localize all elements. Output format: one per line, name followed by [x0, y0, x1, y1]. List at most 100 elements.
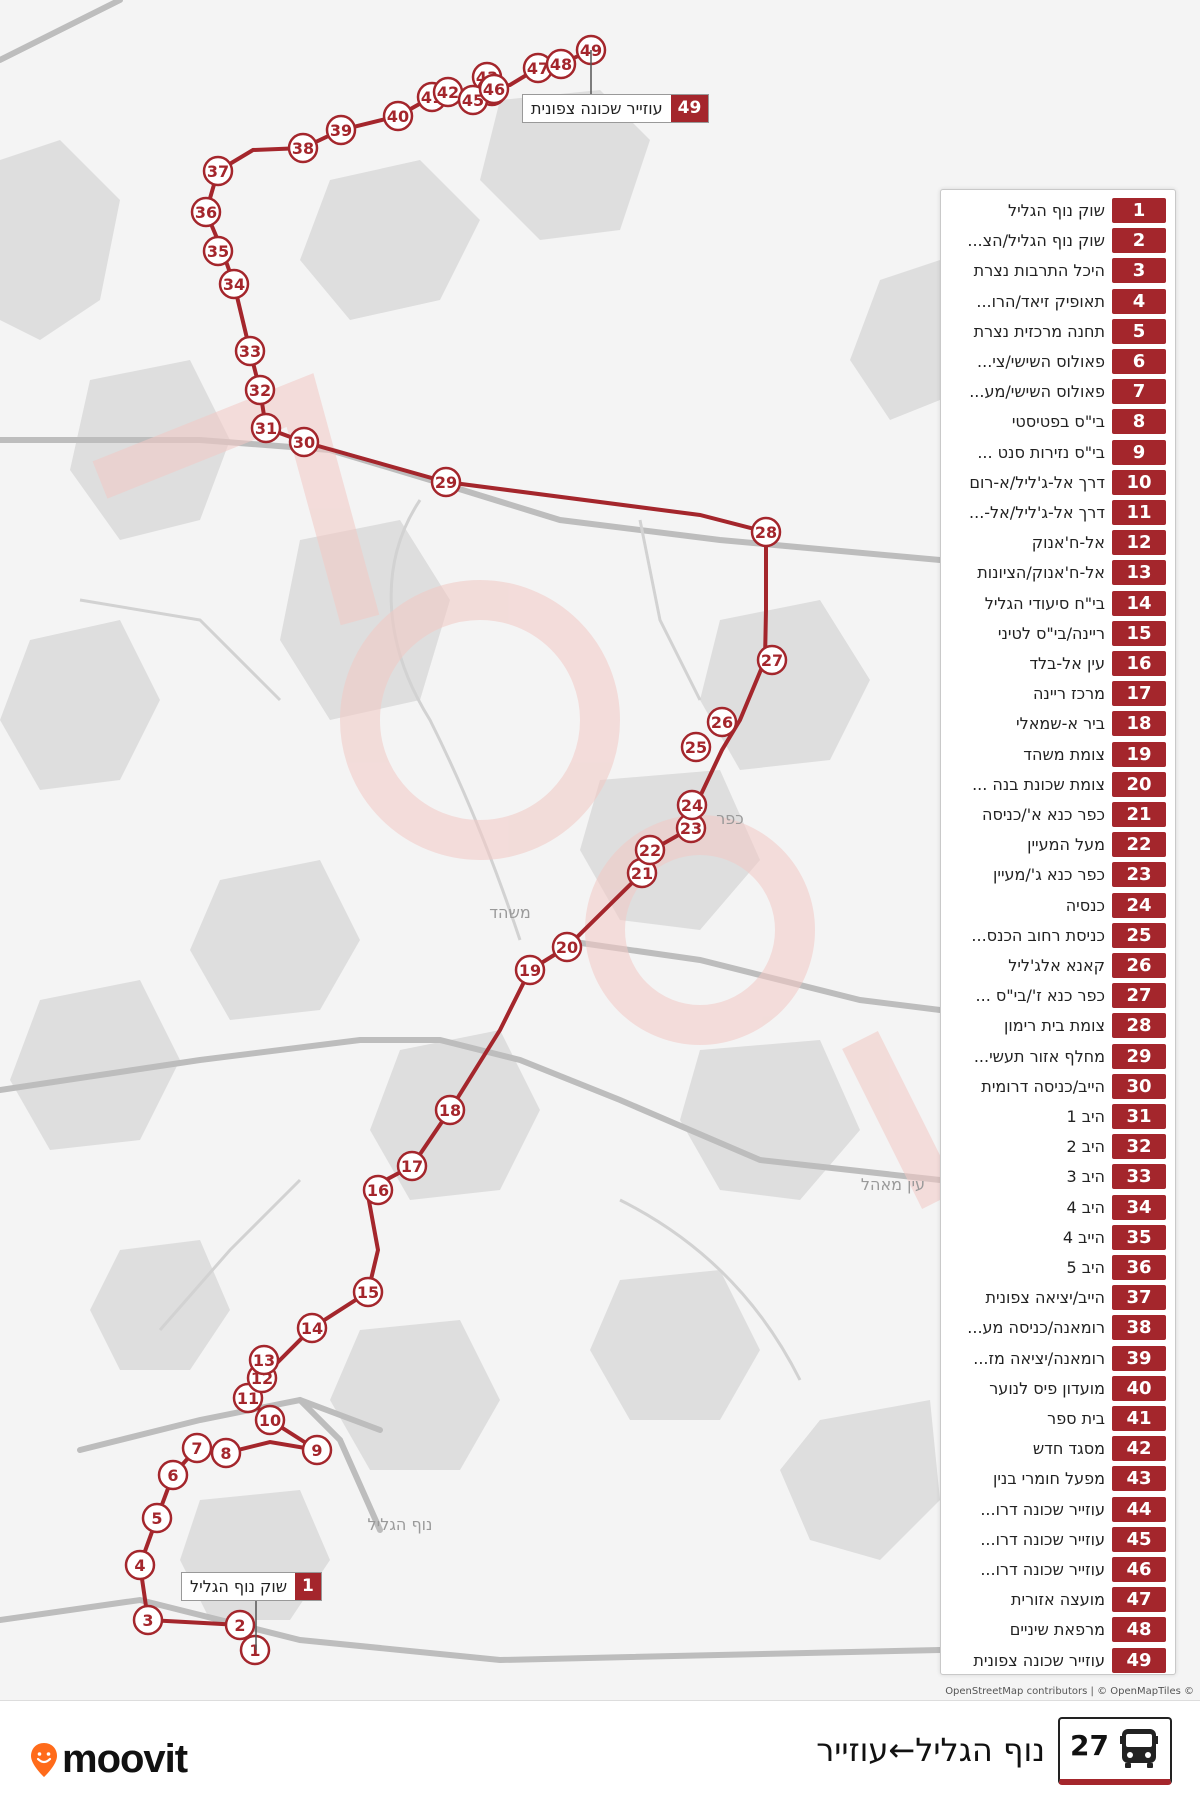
stop-marker[interactable]: 19: [514, 954, 546, 986]
stop-marker[interactable]: 37: [202, 155, 234, 187]
stop-list-item[interactable]: 20 צומת שכונת בנה ...: [941, 769, 1175, 799]
stop-list-item[interactable]: 30 הייב/כניסה דרומית: [941, 1071, 1175, 1101]
callout-stop-1[interactable]: 1 שוק נוף הגליל: [181, 1572, 322, 1601]
stop-list-item[interactable]: 6 פאולוס השישי/צי...: [941, 346, 1175, 376]
stop-list-item[interactable]: 10 דרך אל-ג'ליל/א-רום: [941, 467, 1175, 497]
stop-marker[interactable]: 22: [634, 834, 666, 866]
stop-marker[interactable]: 33: [234, 335, 266, 367]
stop-list-item[interactable]: 8 בי"ס בפטיסטי: [941, 406, 1175, 436]
stop-list-item[interactable]: 14 בי"ח סיעודי הגליל: [941, 588, 1175, 618]
stop-marker[interactable]: 40: [382, 100, 414, 132]
stop-marker[interactable]: 6: [157, 1459, 189, 1491]
stop-list-item[interactable]: 5 תחנה מרכזית נצרת: [941, 316, 1175, 346]
stop-list-item[interactable]: 44 עוזייר שכונה דרו...: [941, 1494, 1175, 1524]
stop-marker[interactable]: 32: [244, 374, 276, 406]
stop-list-item[interactable]: 22 מעל המעיין: [941, 829, 1175, 859]
stop-list-item[interactable]: 41 בית ספר: [941, 1403, 1175, 1433]
stop-list-item[interactable]: 4 תאופיק זיאד/הרו...: [941, 286, 1175, 316]
stop-marker[interactable]: 24: [676, 789, 708, 821]
stop-marker[interactable]: 31: [250, 412, 282, 444]
stop-list-item[interactable]: 35 הייב 4: [941, 1222, 1175, 1252]
stop-marker[interactable]: 28: [750, 516, 782, 548]
stop-marker[interactable]: 47: [522, 52, 554, 84]
stop-marker[interactable]: 26: [706, 706, 738, 738]
stop-marker[interactable]: 20: [551, 931, 583, 963]
stop-marker[interactable]: 14: [296, 1312, 328, 1344]
stop-marker[interactable]: 48: [545, 48, 577, 80]
stop-list-item[interactable]: 1 שוק נוף הגליל: [941, 195, 1175, 225]
stop-list-item[interactable]: 48 מרפאת שיניים: [941, 1614, 1175, 1644]
stop-marker-number: 21: [631, 864, 653, 883]
stop-list-item[interactable]: 32 היב 2: [941, 1131, 1175, 1161]
stop-list-item[interactable]: 31 היב 1: [941, 1101, 1175, 1131]
stop-marker[interactable]: 42: [432, 76, 464, 108]
stop-marker[interactable]: 35: [202, 235, 234, 267]
stop-list-item[interactable]: 47 מועצה אזורית: [941, 1584, 1175, 1614]
stop-list-item[interactable]: 12 אל-ח'אנוק: [941, 527, 1175, 557]
stop-marker[interactable]: 1: [239, 1634, 271, 1666]
stop-marker[interactable]: 27: [756, 644, 788, 676]
stop-marker[interactable]: 17: [396, 1150, 428, 1182]
stop-list-item[interactable]: 49 עוזייר שכונה צפונית: [941, 1645, 1175, 1675]
stop-marker[interactable]: 8: [210, 1437, 242, 1469]
stop-number-badge: 32: [1112, 1134, 1166, 1160]
stop-list-item[interactable]: 7 פאולוס השישי/מע...: [941, 376, 1175, 406]
stop-list-item[interactable]: 25 כניסת רחוב הכנס...: [941, 920, 1175, 950]
stop-marker-number: 20: [556, 938, 578, 957]
stop-list-item[interactable]: 45 עוזייר שכונה דרו...: [941, 1524, 1175, 1554]
stop-list-item[interactable]: 37 הייב/יציאה צפונית: [941, 1282, 1175, 1312]
stop-list-item[interactable]: 33 היב 3: [941, 1161, 1175, 1191]
stop-list[interactable]: 1 שוק נוף הגליל 2 שוק נוף הגליל/הצ... 3 היכל …: [940, 189, 1176, 1675]
stop-list-item[interactable]: 15 ריינה/בי"ס לטיני: [941, 618, 1175, 648]
stop-list-item[interactable]: 36 היב 5: [941, 1252, 1175, 1282]
stop-list-item[interactable]: 19 צומת משהד: [941, 739, 1175, 769]
stop-list-item[interactable]: 2 שוק נוף הגליל/הצ...: [941, 225, 1175, 255]
stop-list-item[interactable]: 24 כנסיה: [941, 890, 1175, 920]
stop-list-item[interactable]: 40 מועדון פיס לנוער: [941, 1373, 1175, 1403]
stop-marker[interactable]: 5: [141, 1502, 173, 1534]
stop-marker[interactable]: 30: [288, 426, 320, 458]
stop-list-item[interactable]: 42 מסגד חדש: [941, 1433, 1175, 1463]
stop-list-item[interactable]: 26 קאנא אלג'ליל: [941, 950, 1175, 980]
stop-marker[interactable]: 4: [124, 1549, 156, 1581]
stop-list-item[interactable]: 46 עוזייר שכונה דרו...: [941, 1554, 1175, 1584]
stop-number-badge: 2: [1112, 228, 1166, 254]
stop-list-item[interactable]: 28 צומת בית רימון: [941, 1010, 1175, 1040]
stop-marker[interactable]: 29: [430, 466, 462, 498]
stop-name: דרך אל-ג'ליל/א-רום: [969, 472, 1105, 492]
stop-marker[interactable]: 7: [181, 1432, 213, 1464]
stop-list-item[interactable]: 11 דרך אל-ג'ליל/אל-...: [941, 497, 1175, 527]
stop-list-item[interactable]: 29 מחלף אזור תעשי...: [941, 1041, 1175, 1071]
stop-marker[interactable]: 13: [248, 1344, 280, 1376]
stop-marker[interactable]: 46: [478, 73, 510, 105]
stop-marker[interactable]: 34: [218, 268, 250, 300]
stop-list-item[interactable]: 38 רומאנה/כניסה מע...: [941, 1312, 1175, 1342]
stop-marker[interactable]: 38: [287, 132, 319, 164]
stop-list-item[interactable]: 39 רומאנה/יציאה מז...: [941, 1343, 1175, 1373]
stop-marker[interactable]: 2: [224, 1609, 256, 1641]
stop-list-item[interactable]: 23 כפר כנא ג'/מעיין: [941, 859, 1175, 889]
stop-list-item[interactable]: 21 כפר כנא א'/כניסה: [941, 799, 1175, 829]
stop-marker[interactable]: 39: [325, 114, 357, 146]
moovit-logo[interactable]: moovit: [30, 1737, 188, 1782]
stop-list-item[interactable]: 13 אל-ח'אנוק/הציונות: [941, 557, 1175, 587]
stop-list-item[interactable]: 17 מרכז ריינה: [941, 678, 1175, 708]
stop-list-item[interactable]: 3 היכל התרבות נצרת: [941, 255, 1175, 285]
stop-marker[interactable]: 16: [362, 1174, 394, 1206]
stop-marker[interactable]: 15: [352, 1276, 384, 1308]
stop-marker[interactable]: 18: [434, 1094, 466, 1126]
stop-marker[interactable]: 3: [132, 1604, 164, 1636]
stop-marker[interactable]: 10: [254, 1404, 286, 1436]
stop-list-item[interactable]: 9 בי"ס נזירות סנט ...: [941, 437, 1175, 467]
stop-list-item[interactable]: 16 עין אל-בלד: [941, 648, 1175, 678]
stop-marker[interactable]: 36: [190, 196, 222, 228]
stop-list-item[interactable]: 34 היב 4: [941, 1192, 1175, 1222]
stop-marker-number: 6: [167, 1466, 178, 1485]
callout-stop-49[interactable]: 49 עוזייר שכונה צפונית: [522, 94, 710, 123]
stop-list-item[interactable]: 18 ביר א-שמאלי: [941, 708, 1175, 738]
stop-list-item[interactable]: 43 מפעל חומרי בנין: [941, 1463, 1175, 1493]
stop-marker[interactable]: 25: [680, 731, 712, 763]
stop-marker[interactable]: 9: [301, 1434, 333, 1466]
stop-list-item[interactable]: 27 כפר כנא ז'/בי"ס ...: [941, 980, 1175, 1010]
